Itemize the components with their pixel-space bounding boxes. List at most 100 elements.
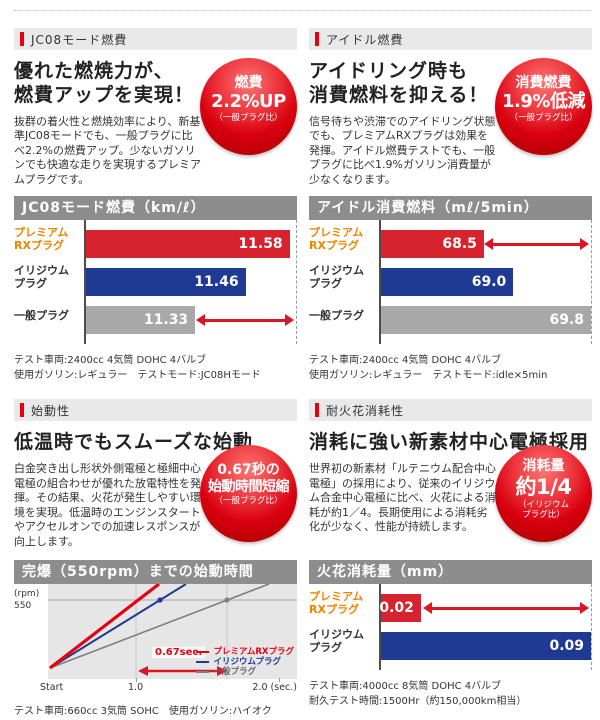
section-description: 信号待ちや渋滞でのアイドリング状態でも、プレミアムRXプラグは効果を発揮。アイド… <box>309 114 496 186</box>
chart-title: アイドル消費燃料（mℓ/5min） <box>309 196 592 221</box>
section-header: アイドル燃費 <box>309 28 592 50</box>
bar-iridium: 69.0 <box>381 268 514 297</box>
bar-value: 0.02 <box>379 600 414 617</box>
bar-chart-wear: プレミアム RXプラグ イリジウム プラグ 0.02 0.09 <box>309 584 592 671</box>
iridium-line <box>49 584 187 670</box>
chart-title: 完爆（550rpm）までの始動時間 <box>14 560 297 585</box>
label-standard: 一般プラグ <box>14 308 69 322</box>
bar-tracks: 68.5 69.0 69.8 <box>379 220 592 345</box>
gap-arrow-right-tip <box>217 666 227 677</box>
bar-premium-rx: 0.02 <box>379 594 421 623</box>
section-header-label: アイドル燃費 <box>326 32 404 47</box>
line-chart-start-time: (rpm) 550 <box>14 584 297 680</box>
test-notes: テスト車両:2400cc 4気筒 DOHC 4バルブ 使用ガソリン:レギュラー … <box>309 355 548 382</box>
section-description: 抜群の着火性と燃焼効率により、新基準JC08モードでも、一般プラグに比べ2.2%… <box>14 114 201 186</box>
section-idle-fuel: アイドル燃費 アイドリング時も 消費燃料を抑える！ 信号待ちや渋滞でのアイドリン… <box>309 28 592 383</box>
legend-item-iridium: イリジウムプラグ <box>196 657 294 667</box>
label-standard: 一般プラグ <box>309 308 364 322</box>
section-heading: 消耗に強い新素材中心電極採用 <box>309 431 590 454</box>
iridium-marker <box>157 597 163 604</box>
section-header: JC08モード燃費 <box>14 28 297 50</box>
benefit-badge: 燃費 2.2%UP （一般プラグ比） <box>200 58 297 155</box>
bar-row: 11.46 <box>86 263 296 301</box>
label-iridium: イリジウム プラグ <box>14 264 69 291</box>
section-body: 優れた燃焼力が、 燃費アップを実現！ 抜群の着火性と燃焼効率により、新基準JC0… <box>14 58 297 187</box>
bar-row: 0.02 <box>379 589 591 627</box>
bar-row: 69.0 <box>381 263 591 301</box>
label-iridium: イリジウム プラグ <box>309 628 364 655</box>
bar-iridium: 0.09 <box>381 632 591 661</box>
chart-title: 火花消耗量（mm） <box>309 560 592 585</box>
section-description: 世界初の新素材「ルテニウム配合中心電極」の採用により、従来のイリジウム合金中心電… <box>309 462 496 534</box>
chart-title: JC08モード燃費（km/ℓ） <box>14 196 297 221</box>
bar-iridium: 11.46 <box>86 268 246 297</box>
bar-chart-idle: プレミアム RXプラグ イリジウム プラグ 一般プラグ 68.5 69.0 69.8 <box>309 220 592 345</box>
bar-value: 11.58 <box>238 236 283 253</box>
bar-value: 68.5 <box>442 236 477 253</box>
bar-value: 11.46 <box>194 274 239 291</box>
legend-dash-icon <box>196 661 210 664</box>
standard-line <box>49 584 270 670</box>
section-body: アイドリング時も 消費燃料を抑える！ 信号待ちや渋滞でのアイドリング状態でも、プ… <box>309 58 592 187</box>
bar-row: 11.58 <box>86 225 296 263</box>
bar-chart-jc08: プレミアム RXプラグ イリジウム プラグ 一般プラグ 11.58 11.46 11… <box>14 220 297 345</box>
double-arrow-icon <box>484 237 589 250</box>
section-heading: 低温時でもスムーズな始動 <box>14 431 254 454</box>
legend-dash-icon <box>196 671 210 674</box>
test-notes: テスト車両:2400cc 4気筒 DOHC 4バルブ 使用ガソリン:レギュラー … <box>14 355 261 382</box>
red-accent-bar <box>315 403 319 418</box>
bar-row: 0.09 <box>381 627 591 665</box>
section-body: 消耗に強い新素材中心電極採用 世界初の新素材「ルテニウム配合中心電極」の採用によ… <box>309 431 592 551</box>
bar-row: 11.33 <box>86 301 296 339</box>
line-plot-svg <box>48 584 297 680</box>
x-axis-labels: Start 1.0 2.0 (sec.) <box>14 678 297 695</box>
test-notes: テスト車両:660cc 3気筒 SOHC 使用ガソリン:ハイオク テスト条件:室… <box>14 706 272 718</box>
axis-tick <box>136 678 137 683</box>
benefit-badge: 0.67秒の 始動時間短縮 （一般プラグ比） <box>200 445 297 543</box>
gap-annotation: 0.67sec. <box>152 647 206 659</box>
label-iridium: イリジウム プラグ <box>309 264 364 291</box>
feature-grid: JC08モード燃費 優れた燃焼力が、 燃費アップを実現！ 抜群の着火性と燃焼効率… <box>14 28 592 720</box>
bar-row: 69.8 <box>381 301 591 339</box>
bar-labels: プレミアム RXプラグ イリジウム プラグ 一般プラグ <box>14 220 84 344</box>
axis-tick <box>279 678 280 683</box>
section-heading: アイドリング時も 消費燃料を抑える！ <box>309 60 489 106</box>
section-header-label: 耐火花消耗性 <box>326 403 405 418</box>
label-premium-rx: プレミアム RXプラグ <box>309 226 364 253</box>
double-arrow-icon <box>195 313 295 326</box>
dotted-divider <box>14 10 592 11</box>
section-heading: 優れた燃焼力が、 燃費アップを実現！ <box>14 60 195 106</box>
bar-value: 69.0 <box>471 274 507 291</box>
label-premium-rx: プレミアム RXプラグ <box>14 226 69 253</box>
legend-dash-icon <box>196 651 210 654</box>
bar-premium-rx: 68.5 <box>381 230 484 259</box>
legend-item-standard: 一般プラグ <box>196 667 294 677</box>
rx-line <box>49 584 160 670</box>
section-header: 始動性 <box>14 399 297 422</box>
chart-legend: プレミアムRXプラグ イリジウムプラグ 一般プラグ <box>196 647 294 677</box>
section-startability: 始動性 低温時でもスムーズな始動 白金突き出し形状外側電極と極細中心電極の組合わ… <box>14 399 297 720</box>
bar-labels: プレミアム RXプラグ イリジウム プラグ <box>309 584 379 670</box>
standard-marker <box>224 597 230 604</box>
benefit-badge: 消耗量 約1/4 （イリジウム プラグ比） <box>495 445 592 543</box>
red-accent-bar <box>20 32 24 46</box>
bar-value: 69.8 <box>549 312 584 329</box>
bar-tracks: 11.58 11.46 11.33 <box>84 220 297 345</box>
line-plot-area: 0.67sec. プレミアムRXプラグ イリジウムプラグ 一般プラグ <box>48 584 297 680</box>
bar-standard: 11.33 <box>86 306 196 335</box>
bar-row: 68.5 <box>381 225 591 263</box>
bar-value: 11.33 <box>143 312 189 329</box>
section-header-label: JC08モード燃費 <box>31 32 128 47</box>
gap-arrow-left-tip <box>138 666 148 677</box>
double-arrow-icon <box>423 601 589 614</box>
red-accent-bar <box>315 32 319 46</box>
legend-item-rx: プレミアムRXプラグ <box>196 647 294 657</box>
section-body: 低温時でもスムーズな始動 白金突き出し形状外側電極と極細中心電極の組合わせが優れ… <box>14 431 297 551</box>
section-wear-resistance: 耐火花消耗性 消耗に強い新素材中心電極採用 世界初の新素材「ルテニウム配合中心電… <box>309 399 592 720</box>
bar-standard: 69.8 <box>381 306 591 335</box>
test-notes: テスト車両:4000cc 8気筒 DOHC 4バルブ 耐久テスト時間:1500H… <box>309 681 527 708</box>
section-header: 耐火花消耗性 <box>309 399 592 422</box>
section-description: 白金突き出し形状外側電極と極細中心電極の組合わせが優れた放電特性を発揮。その結果… <box>14 462 201 548</box>
bar-labels: プレミアム RXプラグ イリジウム プラグ 一般プラグ <box>309 220 379 344</box>
